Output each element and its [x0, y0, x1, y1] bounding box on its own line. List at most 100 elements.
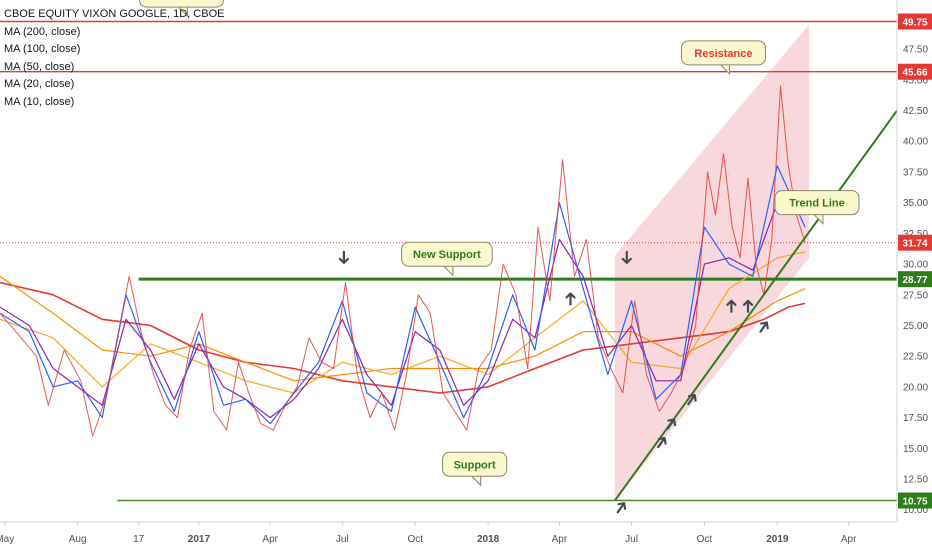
arrow-shape	[687, 394, 697, 406]
series-ma-20-close-	[0, 202, 806, 419]
trend-line-segment	[614, 109, 898, 502]
y-tick-label: 45.00	[903, 75, 928, 86]
x-tick-label: 17	[133, 534, 145, 545]
arrow-shape	[726, 299, 737, 313]
series-close	[0, 85, 806, 437]
horizontal-lines	[0, 20, 897, 502]
arrow-up-right-icon	[666, 418, 677, 430]
callout-box	[401, 241, 493, 267]
y-tick-label: 15.00	[903, 444, 928, 455]
y-tick-label: 35.00	[903, 198, 928, 209]
callout-resistance: Resistance	[680, 40, 766, 76]
callout-text: New Support	[413, 249, 481, 261]
price-label-0: 49.75	[898, 13, 932, 30]
x-tick-label: Jul	[336, 534, 349, 545]
price-labels: 49.75 45.66 31.74 28.77 10.75	[898, 13, 932, 509]
price-label-2: 31.74	[898, 234, 932, 251]
price-label-bg	[898, 492, 932, 509]
arrow-shape	[616, 502, 627, 514]
price-label-text: 49.75	[902, 17, 927, 28]
x-tick-label: 2018	[477, 534, 500, 545]
price-label-bg	[898, 271, 932, 288]
arrow-shape	[565, 292, 576, 306]
arrow-up-right-icon	[759, 321, 769, 333]
price-label-text: 31.74	[902, 238, 927, 249]
y-tick-label: 42.50	[903, 106, 928, 117]
price-label-3: 28.77	[898, 271, 932, 288]
arrow-up-right-icon	[687, 394, 697, 406]
legend-ma10[interactable]: MA (10, close)	[4, 95, 75, 108]
callout-text: Support	[454, 459, 496, 471]
y-tick-label: 22.50	[903, 352, 928, 363]
y-axis: 10.00 12.50 15.00 17.50 20.00 22.50 25.00 27.50…	[903, 45, 928, 517]
price-label-4: 10.75	[898, 492, 932, 509]
legend-ma20[interactable]: MA (20, close)	[4, 78, 75, 90]
x-axis: May Aug 17 2017 Apr Jul Oct 2018 Apr Jul Oct 2019 Ap…	[0, 522, 857, 545]
callout-support: Support	[442, 451, 508, 487]
arrow-shape	[666, 418, 677, 430]
callout-box	[442, 451, 508, 477]
y-tick-label: 10.00	[903, 505, 928, 516]
series-ma-10-close-	[0, 165, 806, 425]
y-tick-label: 17.50	[903, 413, 928, 424]
y-tick-label: 37.50	[903, 167, 928, 178]
arrow-up-right-icon	[616, 502, 627, 514]
arrow-shape	[657, 437, 667, 449]
y-tick-label: 27.50	[903, 290, 928, 301]
x-tick-label: 2017	[188, 534, 211, 545]
y-tick-label: 32.50	[903, 229, 928, 240]
x-tick-label: Apr	[841, 534, 857, 545]
price-label-1: 45.66	[898, 63, 932, 80]
callout-box	[680, 40, 766, 66]
series-ma-50-close-	[0, 251, 806, 394]
x-tick-label: Apr	[262, 534, 278, 545]
price-label-bg	[898, 234, 932, 251]
x-tick-label: 2019	[766, 534, 789, 545]
y-tick-label: 47.50	[903, 45, 928, 56]
legend-ma200[interactable]: MA (200, close)	[4, 25, 81, 38]
series-lines	[0, 85, 806, 437]
y-tick-label: 30.00	[903, 260, 928, 271]
x-tick-label: Oct	[407, 534, 423, 545]
arrow-up-right-icon	[657, 437, 667, 449]
trend-line	[614, 109, 898, 502]
callout-text: Trend Line	[789, 198, 845, 210]
x-tick-label: May	[0, 534, 14, 545]
arrow-up-icon	[742, 299, 754, 313]
price-label-text: 10.75	[902, 496, 927, 507]
x-tick-label: Aug	[69, 534, 87, 545]
x-tick-label: Apr	[552, 534, 568, 545]
callout-new-support: New Support	[401, 241, 493, 277]
arrow-shape	[338, 250, 349, 264]
callout-box	[138, 0, 224, 8]
callout-trend-line: Trend Line	[774, 190, 860, 225]
callout-text: Resistance	[694, 48, 752, 60]
y-tick-label: 12.50	[903, 475, 928, 486]
legend: CBOE EQUITY VIXON GOOGLE, 1D, CBOE MA (2…	[4, 6, 224, 111]
arrow-down-icon	[621, 250, 632, 264]
x-tick-label: Oct	[697, 534, 713, 545]
price-label-bg	[898, 63, 932, 80]
y-tick-label: 40.00	[903, 137, 928, 148]
legend-ma50[interactable]: MA (50, close)	[4, 60, 75, 73]
price-label-text: 28.77	[902, 275, 927, 286]
axes	[0, 0, 898, 523]
price-label-bg	[898, 13, 932, 30]
price-label-text: 45.66	[902, 68, 927, 79]
arrow-down-icon	[338, 250, 349, 264]
arrow-up-icon	[565, 292, 576, 306]
x-tick-label: Jul	[625, 534, 638, 545]
callout-text: Resistance	[152, 0, 210, 2]
arrow-shape	[742, 299, 754, 313]
y-tick-label: 25.00	[903, 321, 928, 332]
arrow-shape	[759, 321, 769, 333]
annotations: Resistance Resistance New Support Support Tr…	[138, 0, 860, 487]
callout-box	[774, 190, 860, 216]
legend-ma100[interactable]: MA (100, close)	[4, 43, 81, 55]
arrow-shape	[621, 250, 632, 264]
y-tick-label: 20.00	[903, 382, 928, 393]
chart-title: CBOE EQUITY VIXON GOOGLE, 1D, CBOE	[4, 8, 225, 20]
callout-resistance: Resistance	[138, 0, 224, 18]
arrow-up-icon	[726, 299, 737, 313]
